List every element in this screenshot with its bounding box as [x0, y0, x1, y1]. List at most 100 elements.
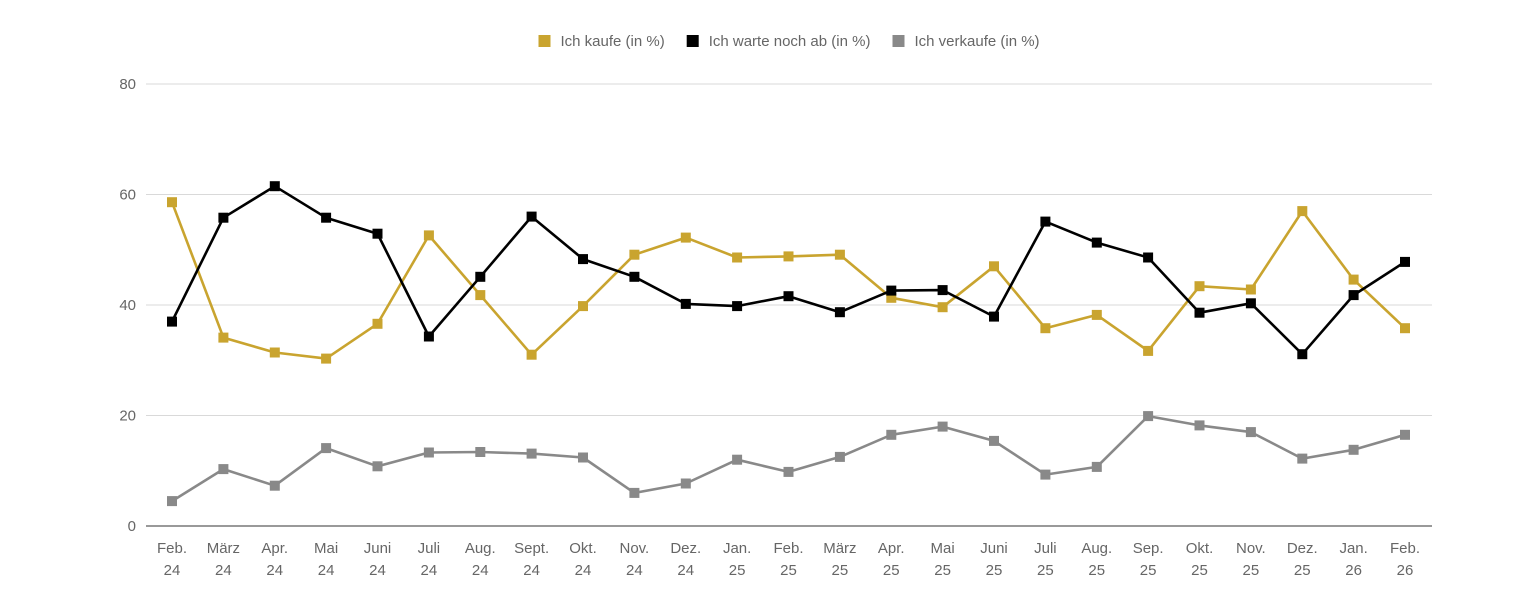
- data-point: [475, 447, 486, 457]
- x-tick-year: 25: [1243, 562, 1260, 579]
- x-tick-year: 25: [883, 562, 900, 579]
- x-tick-label: Aug. 24: [465, 540, 496, 579]
- y-tick-label: 40: [119, 297, 136, 314]
- data-point: [834, 451, 845, 462]
- data-point: [167, 496, 177, 507]
- data-point: [218, 332, 229, 343]
- data-point: [732, 301, 743, 312]
- x-tick-label: Aug. 25: [1081, 540, 1112, 579]
- data-point: [1143, 252, 1154, 263]
- data-point: [423, 447, 434, 458]
- x-tick-year: 24: [421, 562, 438, 579]
- data-point: [783, 291, 794, 302]
- data-point: [680, 232, 691, 243]
- legend-item-2: Ich verkaufe (in %): [892, 33, 1040, 50]
- x-tick-month: Juli: [1034, 540, 1057, 557]
- x-tick-label: Sep. 25: [1133, 540, 1164, 579]
- data-point: [1297, 453, 1308, 464]
- x-tick-year: 24: [626, 562, 643, 579]
- data-point: [937, 302, 948, 313]
- x-tick-year: 25: [986, 562, 1003, 579]
- x-tick-year: 24: [523, 562, 540, 579]
- x-tick-label: Juli 25: [1034, 540, 1057, 579]
- x-tick-year: 25: [780, 562, 797, 579]
- x-tick-year: 26: [1397, 562, 1414, 579]
- grid-layer: [146, 83, 1432, 527]
- x-tick-label: Nov. 24: [620, 540, 650, 579]
- x-tick-label: Nov. 25: [1236, 540, 1266, 579]
- data-point: [1400, 256, 1410, 267]
- x-tick-label: Jan. 26: [1339, 540, 1367, 579]
- x-tick-label: Apr. 25: [878, 540, 905, 579]
- x-tick-label: Mai 24: [314, 540, 338, 579]
- legend-swatch: [892, 35, 905, 47]
- data-point: [269, 347, 280, 358]
- x-tick-label: Dez. 25: [1287, 540, 1318, 579]
- data-point: [321, 353, 332, 364]
- data-point: [1194, 307, 1205, 318]
- x-tick-year: 24: [318, 562, 335, 579]
- legend-swatch: [538, 35, 551, 47]
- x-tick-label: Juli 24: [418, 540, 441, 579]
- data-point: [526, 448, 537, 459]
- data-point: [269, 181, 280, 192]
- x-tick-month: Okt.: [569, 540, 597, 557]
- data-point: [578, 301, 588, 312]
- series-0: [167, 197, 1410, 364]
- data-point: [475, 271, 486, 282]
- data-point: [1245, 298, 1256, 309]
- data-point: [1348, 290, 1359, 301]
- x-tick-year: 24: [472, 562, 489, 579]
- x-tick-month: Juni: [980, 540, 1008, 557]
- data-point: [629, 487, 640, 498]
- y-tick-label: 60: [119, 187, 136, 204]
- data-point: [1348, 444, 1359, 455]
- data-point: [167, 316, 177, 327]
- legend-item-0: Ich kaufe (in %): [538, 33, 665, 50]
- data-point: [886, 285, 897, 296]
- x-tick-month: Okt.: [1186, 540, 1214, 557]
- x-tick-year: 26: [1345, 562, 1362, 579]
- x-tick-month: Sept.: [514, 540, 549, 557]
- data-point: [372, 318, 383, 329]
- data-point: [526, 211, 537, 222]
- data-point: [937, 421, 948, 432]
- data-point: [1091, 309, 1102, 320]
- x-tick-year: 25: [1191, 562, 1208, 579]
- data-point: [1194, 420, 1205, 431]
- x-tick-label: Sept. 24: [514, 540, 549, 579]
- data-point: [423, 230, 434, 241]
- x-tick-year: 25: [1140, 562, 1157, 579]
- x-tick-month: Aug.: [1081, 540, 1112, 557]
- data-point: [834, 307, 845, 318]
- legend-item-1: Ich warte noch ab (in %): [686, 33, 870, 50]
- data-point: [1194, 281, 1205, 292]
- series-line: [170, 184, 1407, 356]
- x-tick-year: 25: [934, 562, 951, 579]
- data-point: [1400, 323, 1410, 334]
- legend-swatch: [686, 35, 699, 47]
- data-point: [937, 285, 948, 296]
- data-point: [1091, 237, 1102, 248]
- x-tick-label: Okt. 24: [569, 540, 597, 579]
- series-1: [167, 181, 1410, 360]
- series-line: [170, 414, 1407, 503]
- data-point: [372, 228, 383, 239]
- data-point: [629, 271, 640, 282]
- x-tick-year: 24: [164, 562, 181, 579]
- data-point: [372, 461, 383, 472]
- legend-label: Ich kaufe (in %): [561, 33, 665, 50]
- data-point: [1040, 216, 1051, 227]
- x-tick-month: Jan.: [1339, 540, 1367, 557]
- x-tick-month: Dez.: [1287, 540, 1318, 557]
- data-point: [732, 252, 743, 263]
- x-tick-label: Feb. 25: [773, 540, 803, 579]
- x-tick-month: Feb.: [1390, 540, 1420, 557]
- x-tick-year: 24: [677, 562, 694, 579]
- x-tick-year: 25: [832, 562, 849, 579]
- x-tick-month: März: [207, 540, 240, 557]
- data-point: [1040, 323, 1051, 334]
- x-tick-label: Dez. 24: [670, 540, 701, 579]
- x-tick-month: Feb.: [157, 540, 187, 557]
